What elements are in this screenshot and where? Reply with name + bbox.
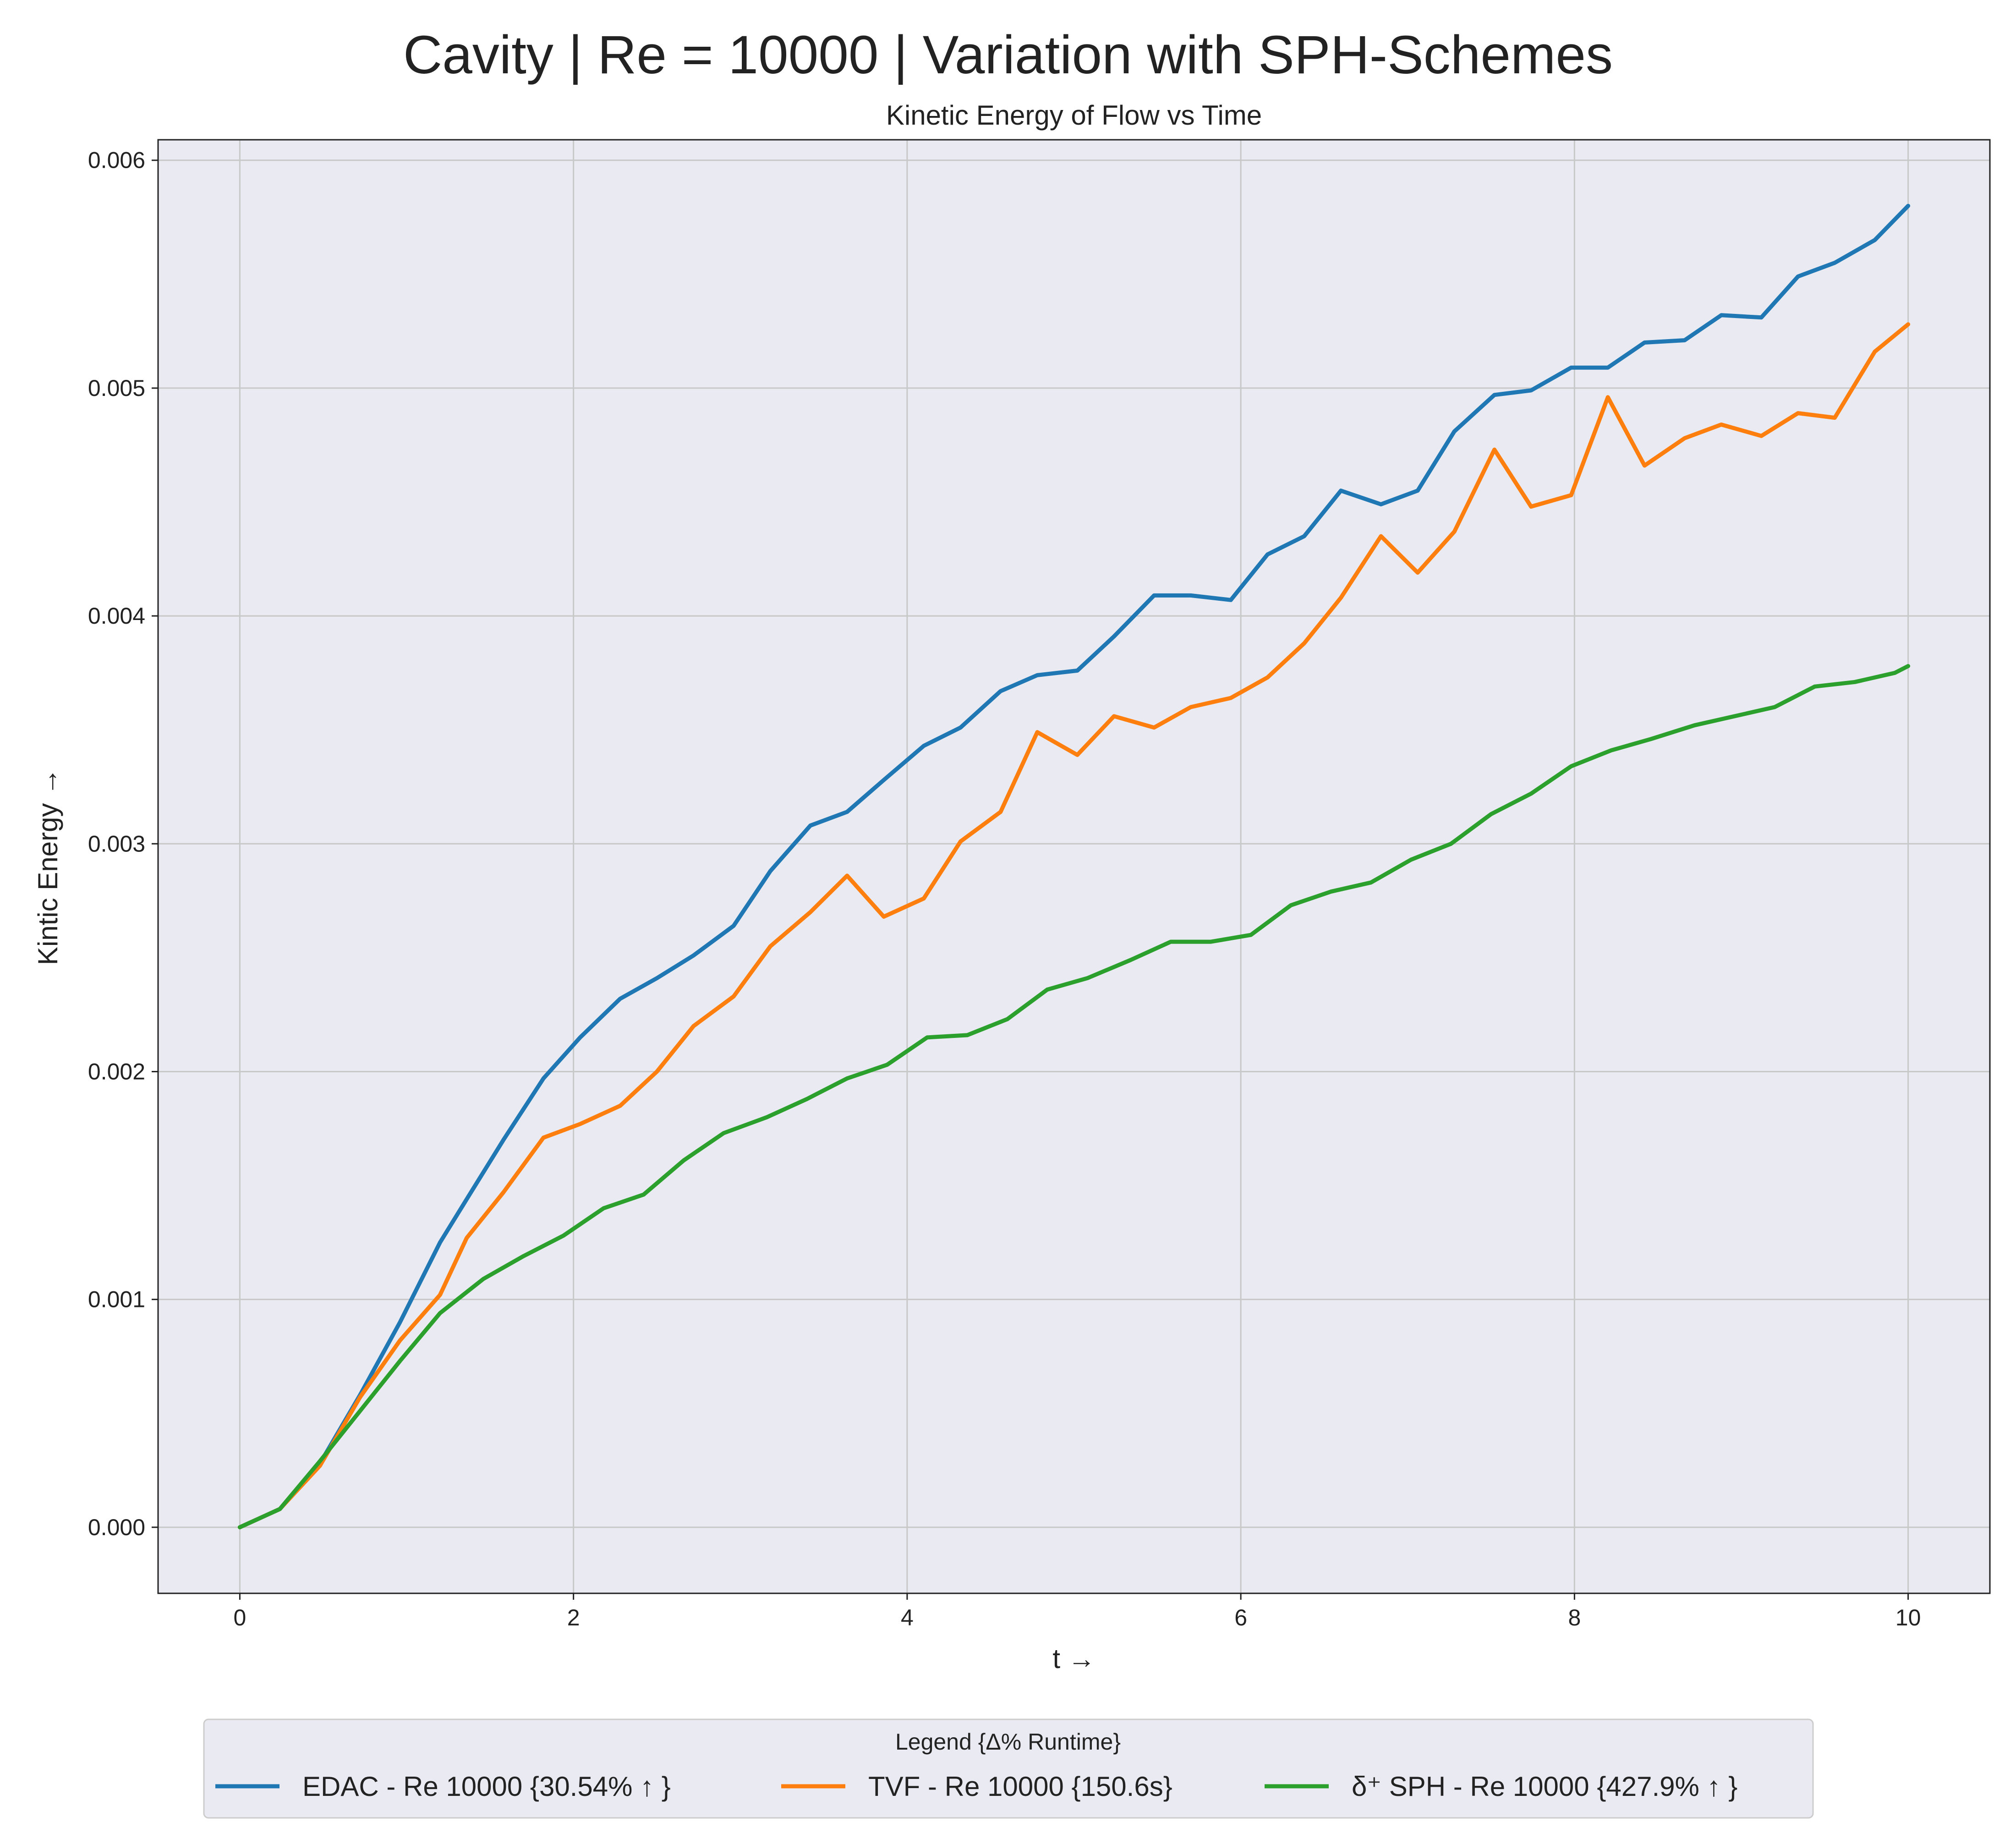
- x-tick-label: 10: [1895, 1605, 1921, 1630]
- x-tick-label: 0: [234, 1605, 247, 1630]
- figure-suptitle: Cavity | Re = 10000 | Variation with SPH…: [403, 25, 1613, 85]
- legend-label-delta-plus-sph: δ⁺ SPH - Re 10000 {427.9% ↑ }: [1352, 1771, 1737, 1802]
- x-tick-label: 2: [567, 1605, 580, 1630]
- series-line-edac: [237, 203, 1911, 1530]
- x-tick-label: 4: [901, 1605, 914, 1630]
- y-tick-label: 0.000: [88, 1515, 145, 1540]
- y-tick-label: 0.002: [88, 1059, 145, 1084]
- legend: Legend {Δ% Runtime} EDAC - Re 10000 {30.…: [203, 1718, 1814, 1819]
- series-line-tvf: [237, 322, 1911, 1530]
- x-axis-label: t →: [1052, 1643, 1095, 1674]
- legend-box: [203, 1718, 1814, 1819]
- series-lines: [237, 203, 1911, 1530]
- y-tick-label: 0.004: [88, 603, 145, 629]
- x-tick-label: 6: [1234, 1605, 1247, 1630]
- chart-title: Kinetic Energy of Flow vs Time: [886, 100, 1262, 131]
- legend-label-edac: EDAC - Re 10000 {30.54% ↑ }: [302, 1771, 671, 1802]
- plot-frame: [157, 139, 1991, 1594]
- grid-lines: [158, 140, 1990, 1593]
- y-axis-label: Kintic Energy →: [33, 768, 63, 965]
- y-tick-label: 0.006: [88, 148, 145, 173]
- plot-area: [158, 140, 1990, 1593]
- x-tick-label: 8: [1568, 1605, 1581, 1630]
- y-axis-ticks: 0.000 0.001 0.002 0.003 0.004 0.005 0.006: [88, 148, 158, 1540]
- series-line-delta-plus-sph: [237, 664, 1911, 1530]
- y-tick-label: 0.001: [88, 1287, 145, 1312]
- legend-label-tvf: TVF - Re 10000 {150.6s}: [868, 1771, 1172, 1802]
- y-tick-label: 0.003: [88, 831, 145, 856]
- y-tick-label: 0.005: [88, 375, 145, 401]
- x-axis-ticks: 0 2 4 6 8 10: [234, 1593, 1921, 1630]
- legend-title: Legend {Δ% Runtime}: [895, 1729, 1121, 1755]
